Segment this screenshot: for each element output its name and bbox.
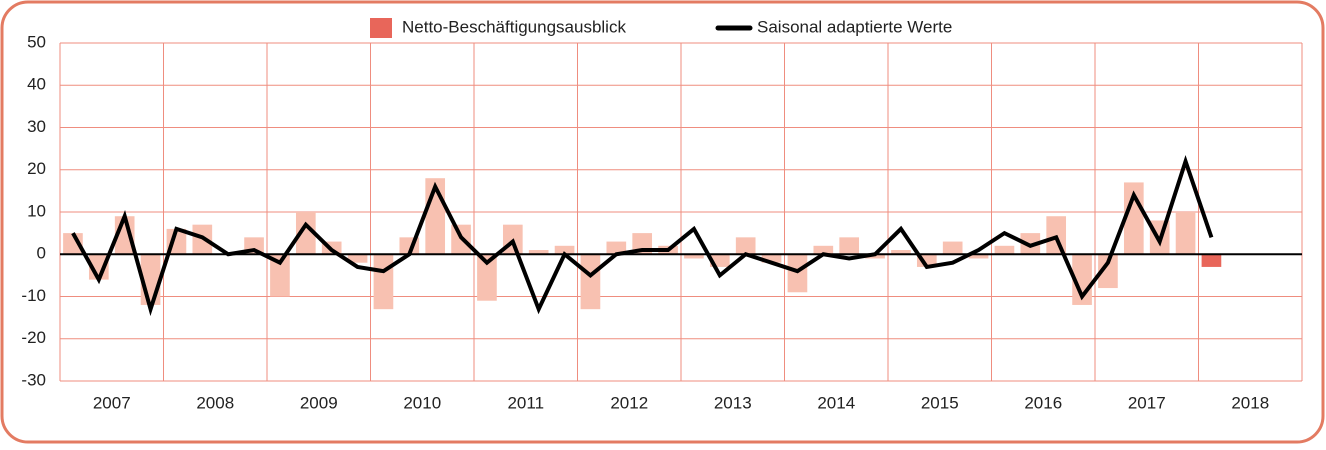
- x-tick-label: 2014: [817, 393, 855, 412]
- bar: [373, 254, 394, 310]
- bar: [942, 241, 963, 255]
- x-tick-label: 2010: [403, 393, 441, 412]
- bar: [787, 254, 808, 293]
- bar: [761, 254, 782, 263]
- y-tick-label: -10: [21, 286, 46, 305]
- bar: [580, 254, 601, 310]
- y-tick-label: 0: [37, 244, 46, 263]
- y-tick-label: -30: [21, 370, 46, 389]
- bar: [477, 254, 497, 301]
- x-tick-label: 2016: [1024, 393, 1062, 412]
- bar: [968, 254, 989, 259]
- bar: [270, 254, 290, 297]
- bar: [1175, 212, 1196, 255]
- y-tick-label: -20: [21, 328, 46, 347]
- bar: [813, 245, 834, 255]
- y-tick-label: 20: [27, 159, 46, 178]
- bar: [295, 212, 316, 255]
- bar: [554, 245, 575, 255]
- y-tick-label: 10: [27, 201, 46, 220]
- x-tick-label: 2015: [921, 393, 959, 412]
- y-tick-label: 30: [27, 117, 46, 136]
- y-tick-label: 40: [27, 75, 46, 94]
- bar: [1201, 254, 1222, 267]
- bar: [839, 237, 860, 255]
- y-tick-label: 50: [27, 32, 46, 51]
- legend-swatch: [370, 18, 392, 38]
- legend-label: Saisonal adaptierte Werte: [757, 17, 952, 36]
- x-tick-label: 2011: [507, 393, 544, 412]
- x-tick-label: 2013: [714, 393, 752, 412]
- x-tick-label: 2018: [1231, 393, 1269, 412]
- x-tick-label: 2007: [93, 393, 131, 412]
- bar: [735, 237, 756, 255]
- line: [71, 154, 1214, 317]
- bar: [891, 250, 911, 255]
- bar: [606, 241, 627, 255]
- bar: [528, 250, 549, 255]
- bar: [347, 254, 368, 263]
- bar: [1098, 254, 1118, 289]
- bar: [684, 254, 704, 259]
- bar: [865, 254, 885, 259]
- x-tick-label: 2012: [610, 393, 648, 412]
- x-tick-label: 2008: [196, 393, 234, 412]
- x-tick-label: 2017: [1128, 393, 1166, 412]
- x-tick-label: 2009: [300, 393, 338, 412]
- legend-label: Netto-Beschäftigungsausblick: [402, 17, 626, 36]
- bar: [994, 245, 1015, 255]
